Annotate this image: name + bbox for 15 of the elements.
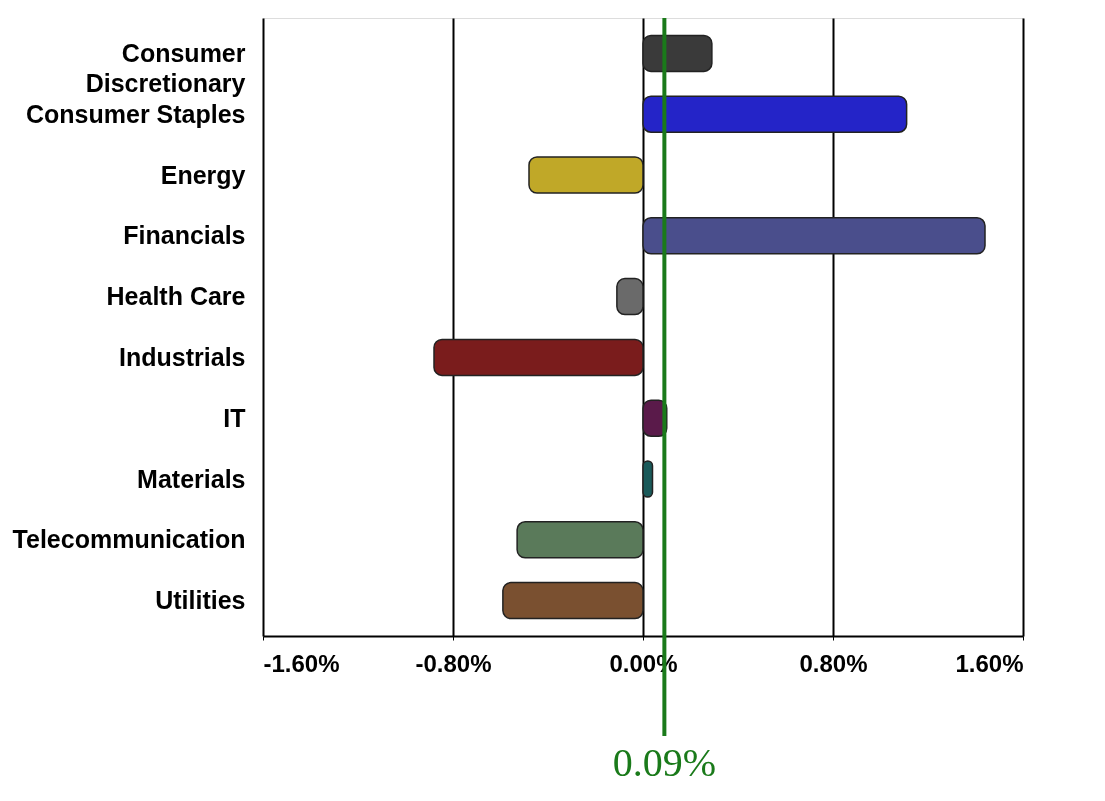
- y-tick-label: Utilities: [155, 586, 246, 615]
- x-tick-label: 0.80%: [799, 649, 868, 677]
- y-tick-label: Health Care: [106, 282, 246, 311]
- x-tick-label: -0.80%: [415, 649, 492, 677]
- x-tick-label: 1.60%: [955, 649, 1024, 677]
- y-tick-label: Materials: [137, 464, 246, 493]
- y-tick-label: Financials: [123, 221, 246, 250]
- x-tick-label: -1.60%: [263, 649, 340, 677]
- y-tick-label: IT: [223, 403, 246, 432]
- y-tick-label: Energy: [160, 160, 246, 189]
- y-tick-label: Consumer Staples: [25, 99, 246, 128]
- y-tick-label: Consumer Discretionary: [85, 38, 246, 97]
- y-tick-label: Industrials: [119, 342, 246, 371]
- ref-line-label: 0.09%: [612, 740, 717, 785]
- y-tick-label: Telecommunication: [12, 525, 246, 554]
